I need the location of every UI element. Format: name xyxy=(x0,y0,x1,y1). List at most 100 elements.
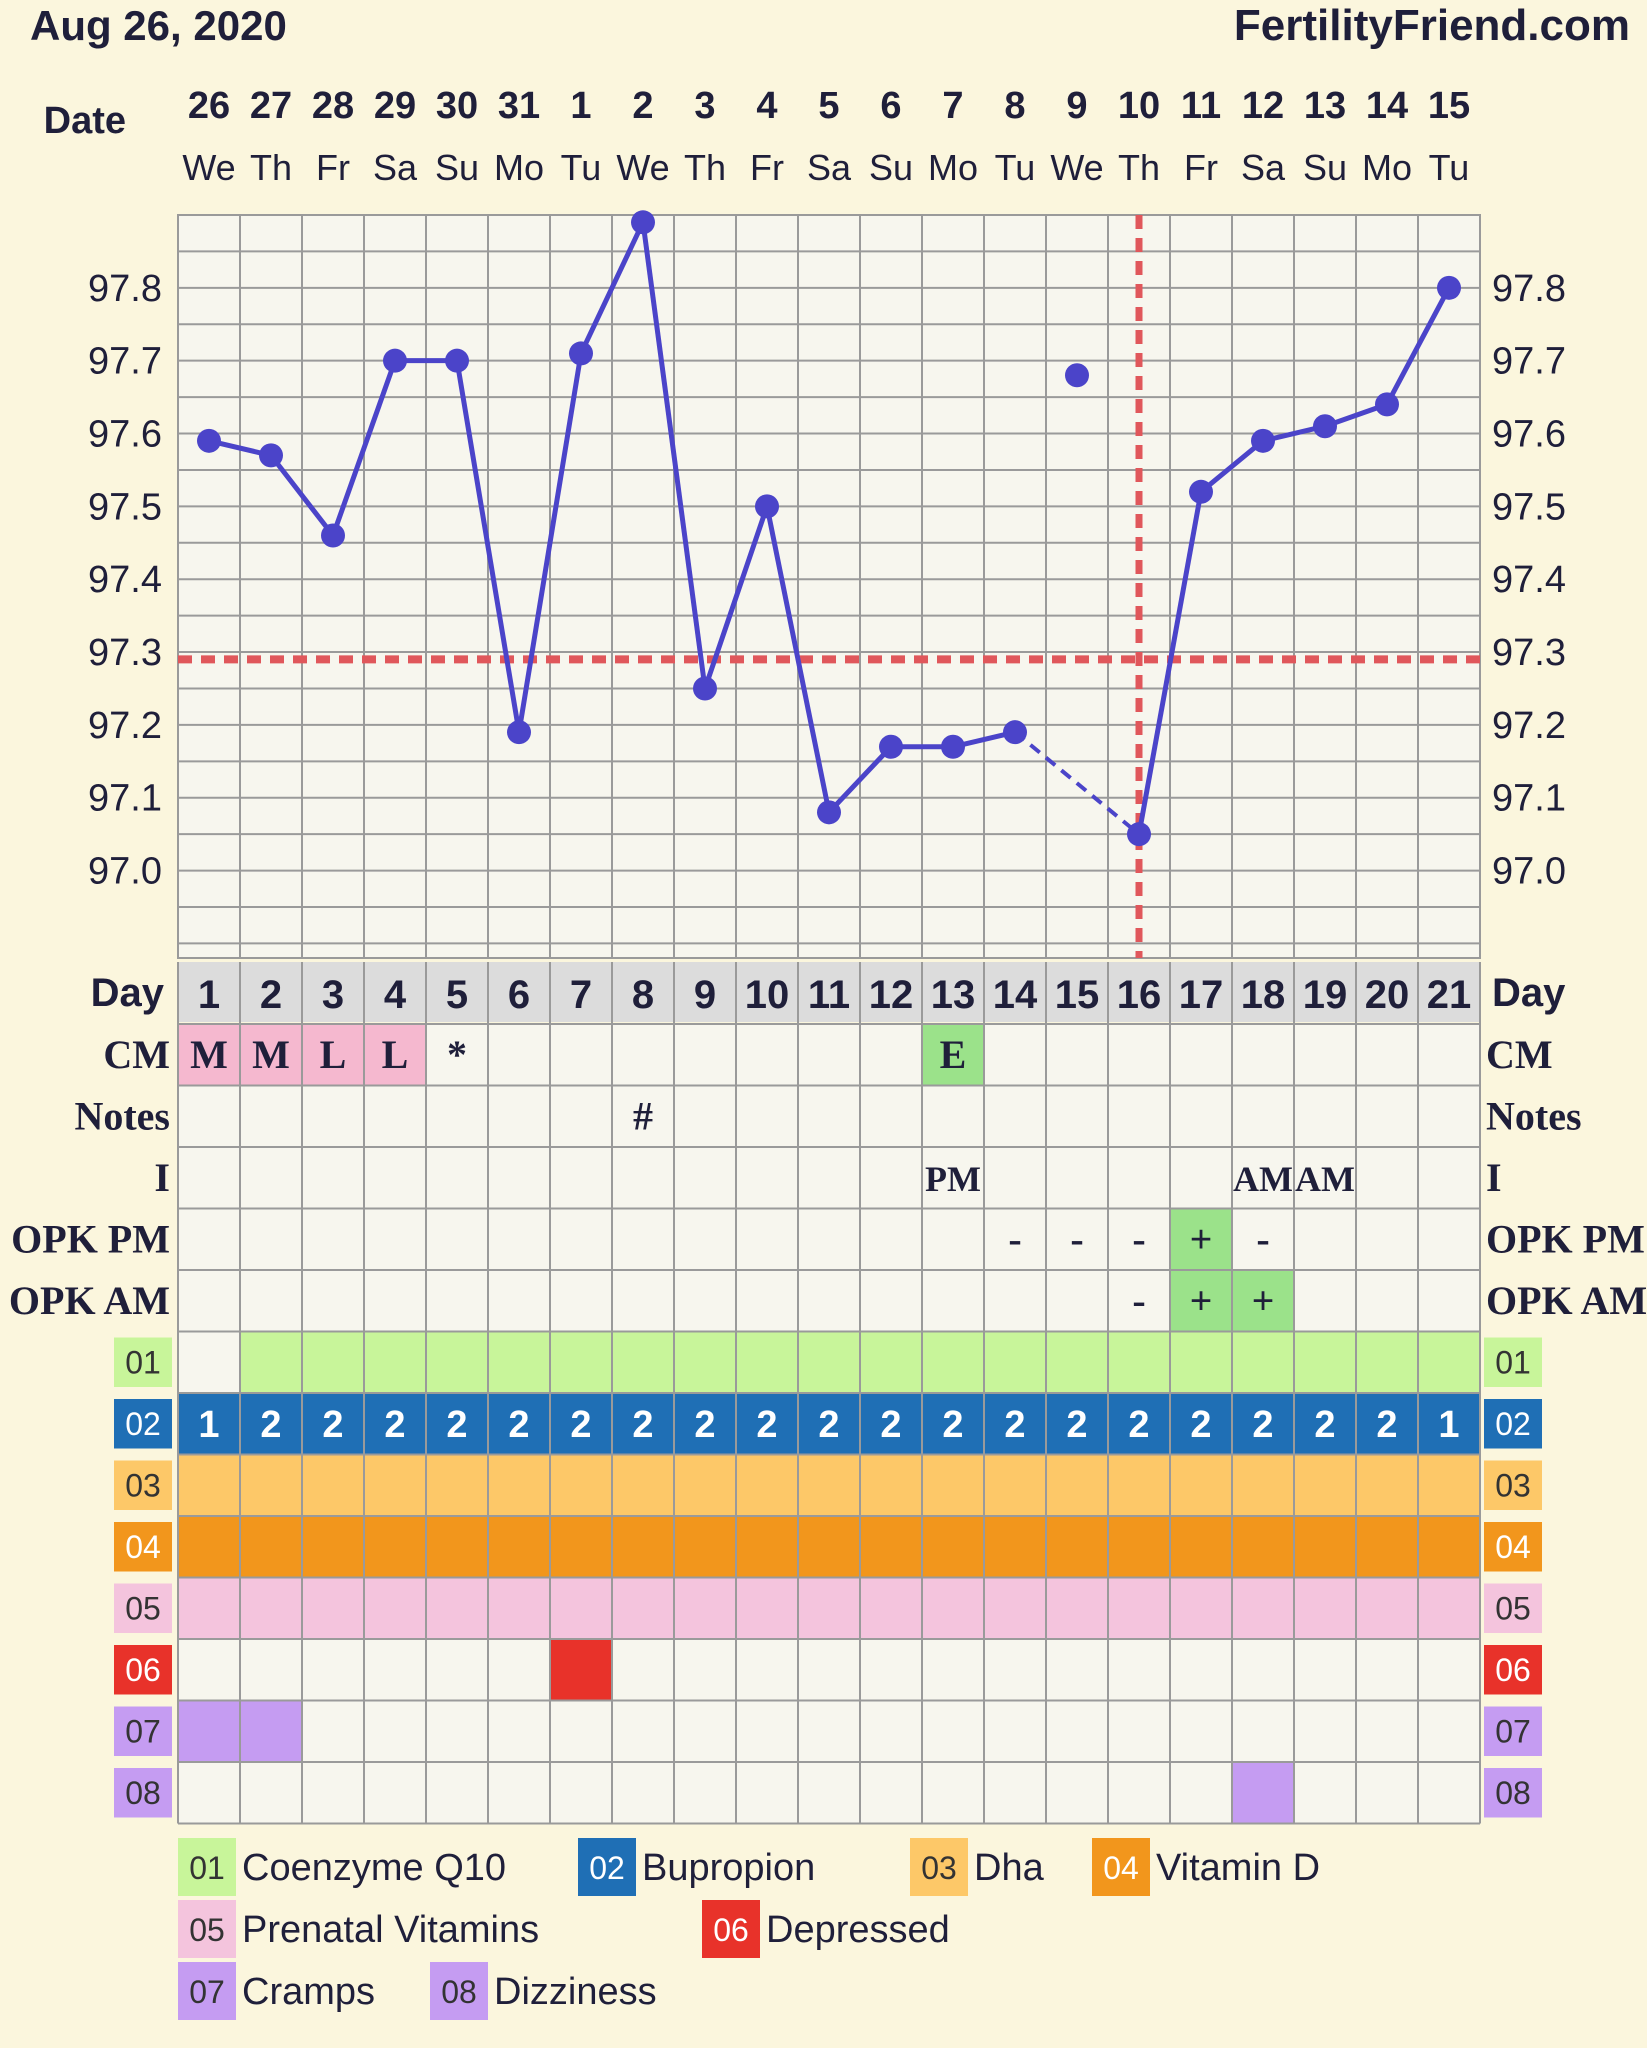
y-tick-label-left: 97.4 xyxy=(88,559,162,601)
temperature-segment xyxy=(516,352,584,733)
y-tick-label-right: 97.8 xyxy=(1492,268,1566,310)
temperature-point xyxy=(879,734,903,759)
notes-row-label: Notes xyxy=(74,1094,170,1139)
track-cell xyxy=(674,1454,736,1516)
date-row-label: Date xyxy=(44,100,126,142)
track-cell xyxy=(1108,1454,1170,1516)
weekday-label: Mo xyxy=(1362,147,1412,188)
track-cell-value: 1 xyxy=(1438,1404,1459,1446)
track-cell xyxy=(984,1577,1046,1639)
weekday-label: Fr xyxy=(750,147,784,188)
y-tick-label-right: 97.2 xyxy=(1492,705,1566,747)
track-cell xyxy=(1418,1331,1480,1393)
cycle-day: 6 xyxy=(508,973,530,1017)
track-cell xyxy=(922,1454,984,1516)
date-label: 30 xyxy=(436,85,478,127)
track-cell xyxy=(1232,1454,1294,1516)
opk_pm-cell: + xyxy=(1190,1217,1213,1262)
notes-cell: # xyxy=(633,1094,653,1139)
track-cell xyxy=(984,1331,1046,1393)
opk_pm-cell: - xyxy=(1070,1217,1083,1262)
date-label: 1 xyxy=(570,85,591,127)
track-code-right: 05 xyxy=(1495,1591,1531,1627)
track-cell xyxy=(240,1331,302,1393)
temperature-point xyxy=(569,341,593,366)
track-code-badge-left xyxy=(114,1706,172,1756)
track-cell-value: 2 xyxy=(1314,1404,1335,1446)
track-code-badge-right xyxy=(1484,1399,1542,1449)
notes-row-label-right: Notes xyxy=(1486,1094,1582,1139)
legend: 01 Coenzyme Q10 02 Bupropion 03 Dha 04 Vitamin … xyxy=(178,1838,1320,2020)
track-code-right: 07 xyxy=(1495,1714,1531,1750)
date-label: 13 xyxy=(1304,85,1346,127)
track-cell xyxy=(798,1331,860,1393)
temperature-segment xyxy=(330,359,398,537)
track-cell xyxy=(364,1516,426,1578)
track-cell xyxy=(1418,1516,1480,1578)
track-cell xyxy=(302,1454,364,1516)
track-cell xyxy=(1356,1454,1418,1516)
legend-code-badge xyxy=(910,1838,968,1896)
intercourse-cell: AM xyxy=(1295,1159,1355,1199)
track-cell xyxy=(798,1577,860,1639)
cm-cell-highlight xyxy=(179,1025,239,1085)
track-cell xyxy=(488,1577,550,1639)
cycle-day: 13 xyxy=(931,973,976,1017)
track-cell xyxy=(550,1516,612,1578)
track-cell xyxy=(736,1331,798,1393)
track-cell xyxy=(488,1516,550,1578)
track-cell xyxy=(1046,1393,1108,1455)
track-cell xyxy=(922,1393,984,1455)
track-cell xyxy=(1294,1393,1356,1455)
cm-cell: * xyxy=(447,1032,467,1077)
cycle-day: 9 xyxy=(694,973,716,1017)
site-name: FertilityFriend.com xyxy=(1234,1,1630,50)
temperature-point xyxy=(197,428,221,453)
cycle-day: 12 xyxy=(869,973,914,1017)
opk_pm-cell: - xyxy=(1132,1217,1145,1262)
legend-code: 03 xyxy=(921,1850,957,1886)
y-tick-label-right: 97.0 xyxy=(1492,851,1566,893)
weekday-label: Su xyxy=(435,147,479,188)
legend-code-badge xyxy=(178,1838,236,1896)
cm-cell-highlight xyxy=(303,1025,363,1085)
track-cell xyxy=(736,1393,798,1455)
track-cell xyxy=(364,1577,426,1639)
track-cell xyxy=(736,1516,798,1578)
opk_pm-cell: - xyxy=(1008,1217,1021,1262)
track-cell xyxy=(674,1516,736,1578)
weekday-label: Sa xyxy=(807,147,852,188)
cm-row-label-right: CM xyxy=(1486,1032,1553,1077)
track-code-right: 08 xyxy=(1495,1775,1531,1811)
track-code-badge-right xyxy=(1484,1337,1542,1387)
track-cell xyxy=(240,1393,302,1455)
track-cell xyxy=(178,1700,240,1762)
legend-name: Dha xyxy=(974,1847,1045,1889)
weekday-label: Th xyxy=(1118,147,1160,188)
track-cell xyxy=(240,1577,302,1639)
temperature-point xyxy=(1251,428,1275,453)
track-cell xyxy=(178,1577,240,1639)
temperature-segment xyxy=(454,360,522,733)
track-cell xyxy=(240,1700,302,1762)
temperature-point xyxy=(259,443,283,468)
track-cell-value: 2 xyxy=(632,1404,653,1446)
track-code-badge-left xyxy=(114,1399,172,1449)
track-cell xyxy=(1170,1393,1232,1455)
date-label: 12 xyxy=(1242,85,1284,127)
y-tick-label-left: 97.5 xyxy=(88,486,162,528)
track-code-right: 03 xyxy=(1495,1468,1531,1504)
temperature-point xyxy=(1003,720,1027,745)
opk_am-row-label-right: OPK AM xyxy=(1486,1278,1647,1323)
legend-code: 05 xyxy=(189,1912,225,1948)
intercourse-row-background xyxy=(178,1147,1480,1209)
opk_am-cell: + xyxy=(1190,1278,1213,1323)
track-cell xyxy=(426,1454,488,1516)
y-tick-label-right: 97.7 xyxy=(1492,341,1566,383)
weekday-label: Sa xyxy=(373,147,418,188)
legend-code: 07 xyxy=(189,1974,225,2010)
y-tick-label-right: 97.1 xyxy=(1492,778,1566,820)
track-code-badge-right xyxy=(1484,1460,1542,1510)
legend-code: 06 xyxy=(713,1912,749,1948)
